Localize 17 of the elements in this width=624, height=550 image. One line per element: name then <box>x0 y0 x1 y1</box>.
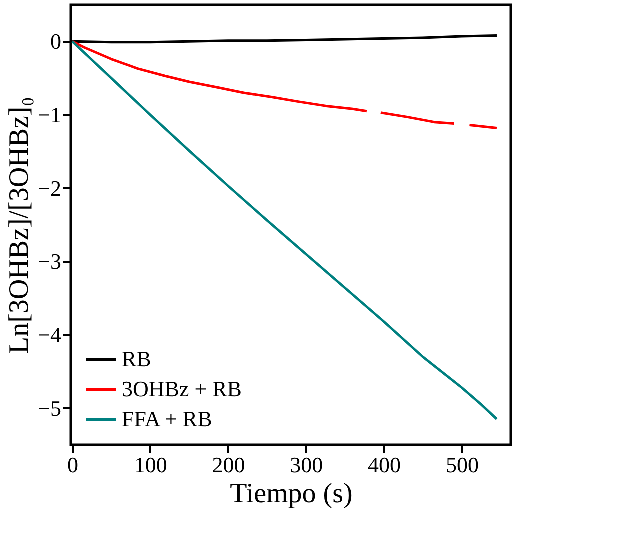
y-tick-label: 0 <box>50 29 62 54</box>
x-tick-label: 100 <box>134 452 168 478</box>
legend-label: 3OHBz + RB <box>122 376 242 402</box>
x-tick-label: 300 <box>290 452 324 478</box>
x-tick-label: 500 <box>446 452 479 478</box>
legend-label: FFA + RB <box>122 406 212 432</box>
y-tick-label: −2 <box>38 176 62 201</box>
x-axis-title: Tiempo (s) <box>230 478 353 510</box>
x-tick-label: 200 <box>212 452 246 478</box>
y-tick-label: −4 <box>38 322 62 348</box>
legend-label: RB <box>122 346 152 372</box>
x-tick-label: 400 <box>368 452 402 478</box>
y-tick-label: −3 <box>38 249 62 274</box>
x-tick-label: 0 <box>68 452 79 478</box>
y-tick-label: −5 <box>38 396 62 421</box>
y-tick-label: −1 <box>38 102 62 128</box>
y-axis-title: Ln[3OHBz]/[3OHBz]₀ <box>4 96 36 354</box>
